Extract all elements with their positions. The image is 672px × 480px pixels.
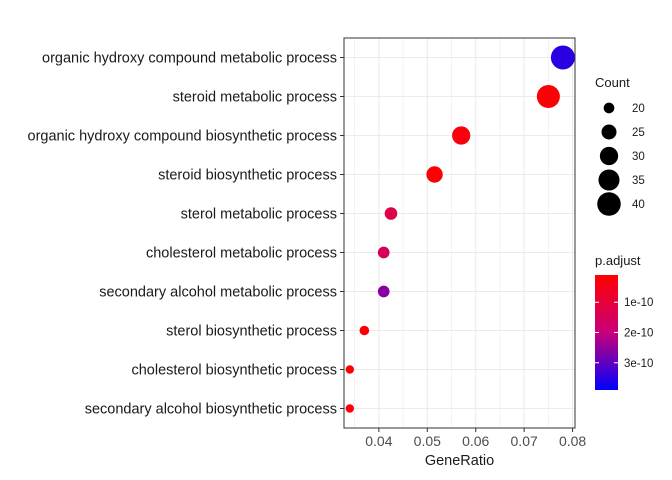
data-point [384,207,398,220]
x-axis-ticks: 0.04 0.05 0.06 0.07 0.08 [365,428,586,449]
color-legend-label: 2e-10 [624,328,653,340]
size-legend-key [597,192,621,216]
data-point [345,404,355,413]
size-legend-key [598,169,620,191]
size-legend-label: 35 [632,175,645,187]
x-tick-label: 0.06 [462,433,489,449]
y-tick-label: steroid biosynthetic process [158,168,337,184]
data-point [536,84,560,109]
size-legend-title: Count [595,75,630,90]
y-tick-label: organic hydroxy compound biosynthetic pr… [28,129,338,145]
size-legend-key [603,102,615,114]
color-legend: p.adjust 1e-10 2e-10 3e-10 [595,253,653,390]
y-tick-label: cholesterol biosynthetic process [131,363,337,379]
color-legend-label: 3e-10 [624,358,653,370]
data-point [359,325,370,336]
y-tick-label: steroid metabolic process [173,90,337,106]
y-tick-label: secondary alcohol metabolic process [99,285,337,301]
data-point [452,126,471,145]
data-point [426,166,443,183]
size-legend-key [601,124,617,140]
y-tick-label: secondary alcohol biosynthetic process [85,402,337,418]
x-tick-label: 0.04 [365,433,392,449]
y-axis-labels: organic hydroxy compound metabolic proce… [28,51,344,418]
y-tick-label: sterol metabolic process [181,207,337,223]
size-legend: Count 20 25 30 35 40 [595,75,645,216]
size-legend-key [599,146,619,166]
color-legend-title: p.adjust [595,253,641,268]
size-legend-label: 20 [632,103,645,115]
data-points [345,45,575,413]
size-legend-label: 30 [632,151,645,163]
panel-border [343,37,576,429]
data-point [550,45,575,70]
color-legend-label: 1e-10 [624,297,653,309]
panel-background [344,38,575,428]
y-tick-label: organic hydroxy compound metabolic proce… [42,51,337,67]
data-point [345,365,355,374]
data-point [377,246,390,259]
x-tick-label: 0.08 [559,433,586,449]
size-legend-label: 25 [632,127,645,139]
data-point [377,285,390,298]
x-tick-label: 0.07 [511,433,538,449]
grid-lines [344,38,575,428]
x-axis-title: GeneRatio [425,453,494,469]
y-tick-label: sterol biosynthetic process [166,324,337,340]
x-tick-label: 0.05 [414,433,441,449]
y-tick-label: cholesterol metabolic process [146,246,337,262]
size-legend-label: 40 [632,199,645,211]
color-bar [595,275,618,390]
